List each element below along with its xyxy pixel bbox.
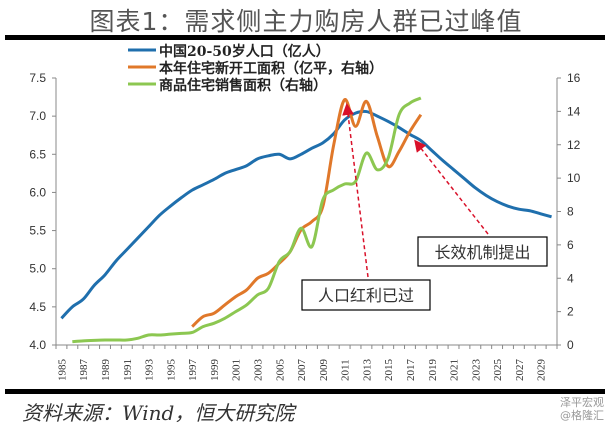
x-tick-label: 1995 bbox=[165, 359, 177, 382]
x-tick-label: 2009 bbox=[318, 359, 330, 382]
x-tick-label: 1989 bbox=[100, 359, 112, 382]
chart-title: 图表1：需求侧主力购房人群已过峰值 bbox=[89, 7, 523, 36]
right-tick-label: 16 bbox=[567, 71, 581, 85]
right-tick-label: 4 bbox=[567, 271, 574, 285]
right-tick-label: 14 bbox=[567, 104, 581, 118]
x-tick-label: 2017 bbox=[405, 359, 417, 382]
annotation-box bbox=[417, 236, 548, 267]
x-tick-label: 1985 bbox=[56, 359, 68, 382]
x-tick-label: 2019 bbox=[427, 359, 439, 382]
annotations: 人口红利已过 长效机制提出 bbox=[301, 103, 548, 311]
x-tick-label: 2013 bbox=[361, 359, 373, 382]
right-tick-label: 12 bbox=[567, 138, 581, 152]
legend: 中国20-50岁人口（亿人）本年住宅新开工面积（亿平，右轴）商品住宅销售面积（右… bbox=[128, 43, 383, 94]
watermark: 泽平宏观 @格隆汇 bbox=[560, 396, 604, 422]
x-tick-label: 1987 bbox=[78, 359, 90, 382]
right-tick-label: 0 bbox=[567, 338, 574, 352]
source-note: 资料来源：Wind，恒大研究院 bbox=[22, 401, 295, 425]
legend-label: 商品住宅销售面积（右轴） bbox=[159, 77, 327, 94]
x-tick-label: 1999 bbox=[209, 359, 221, 382]
x-tick-label: 2011 bbox=[340, 359, 352, 381]
left-tick-label: 4.0 bbox=[29, 338, 46, 352]
x-tick-label: 2029 bbox=[536, 359, 548, 382]
left-tick-label: 5.0 bbox=[29, 262, 46, 276]
x-tick-label: 2027 bbox=[514, 359, 526, 382]
x-tick-label: 1991 bbox=[122, 359, 134, 381]
legend-label: 中国20-50岁人口（亿人） bbox=[159, 43, 330, 60]
left-tick-label: 7.0 bbox=[29, 109, 46, 123]
annotation-label: 人口红利已过 bbox=[318, 286, 414, 305]
left-tick-label: 4.5 bbox=[29, 300, 46, 314]
left-tick-label: 6.0 bbox=[29, 185, 46, 199]
top-rule bbox=[5, 35, 605, 40]
x-tick-label: 2023 bbox=[470, 359, 482, 382]
right-tick-label: 6 bbox=[567, 238, 574, 252]
series-line-2 bbox=[72, 96, 422, 344]
annotation-arrow bbox=[342, 103, 369, 278]
watermark-line: @格隆汇 bbox=[560, 409, 604, 422]
left-tick-label: 7.5 bbox=[29, 71, 46, 85]
right-tick-label: 10 bbox=[567, 171, 581, 185]
annotation-label: 长效机制提出 bbox=[434, 243, 530, 262]
bottom-rule bbox=[5, 389, 605, 394]
annotation-arrow bbox=[414, 139, 489, 235]
x-tick-label: 1997 bbox=[187, 359, 199, 382]
x-tick-label: 2021 bbox=[449, 359, 461, 381]
series-line-0 bbox=[60, 109, 552, 320]
x-tick-label: 1993 bbox=[144, 359, 156, 382]
series-line-1 bbox=[191, 98, 423, 328]
x-tick-label: 2001 bbox=[231, 359, 243, 381]
legend-label: 本年住宅新开工面积（亿平，右轴） bbox=[159, 60, 383, 77]
x-tick-label: 2015 bbox=[383, 359, 395, 382]
right-tick-label: 8 bbox=[567, 205, 574, 219]
x-tick-label: 2005 bbox=[274, 359, 286, 382]
series-lines bbox=[60, 96, 552, 344]
x-tick-label: 2007 bbox=[296, 359, 308, 382]
x-tick-label: 2025 bbox=[492, 359, 504, 382]
right-tick-label: 2 bbox=[567, 305, 574, 319]
watermark-line: 泽平宏观 bbox=[560, 396, 604, 409]
left-tick-label: 6.5 bbox=[29, 147, 46, 161]
annotation-box bbox=[301, 279, 431, 311]
x-tick-label: 2003 bbox=[252, 359, 264, 382]
left-tick-label: 5.5 bbox=[29, 224, 46, 238]
axes: 4.0 4.5 5.0 5.5 6.0 6.5 7.0 7.5 0 2 4 6 8 10 12 14 16 198… bbox=[29, 71, 580, 381]
